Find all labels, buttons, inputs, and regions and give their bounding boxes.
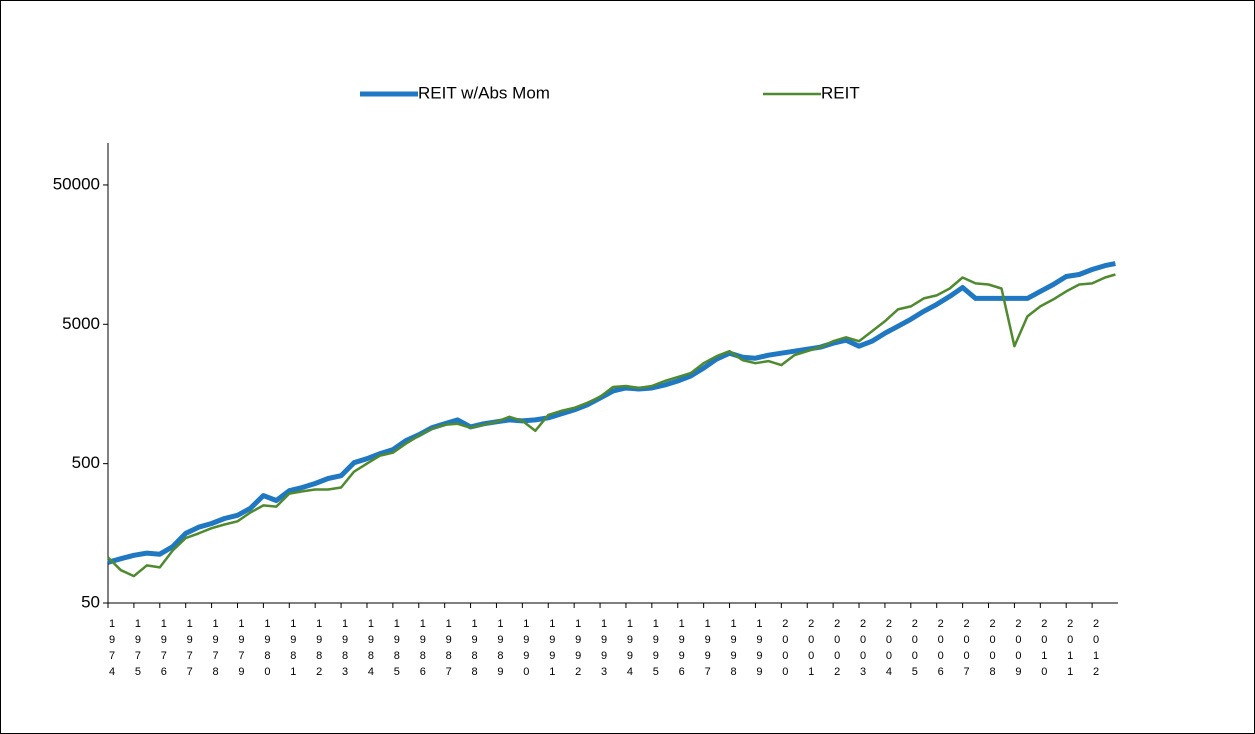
y-tick-label: 50 — [81, 592, 100, 611]
legend-label: REIT w/Abs Mom — [418, 83, 550, 102]
y-tick-label: 50000 — [53, 174, 100, 193]
series-line — [107, 273, 1116, 578]
legend-label: REIT — [821, 83, 860, 102]
y-tick-label: 500 — [72, 453, 100, 472]
series-line — [107, 261, 1116, 565]
y-tick-label: 5000 — [62, 314, 100, 333]
